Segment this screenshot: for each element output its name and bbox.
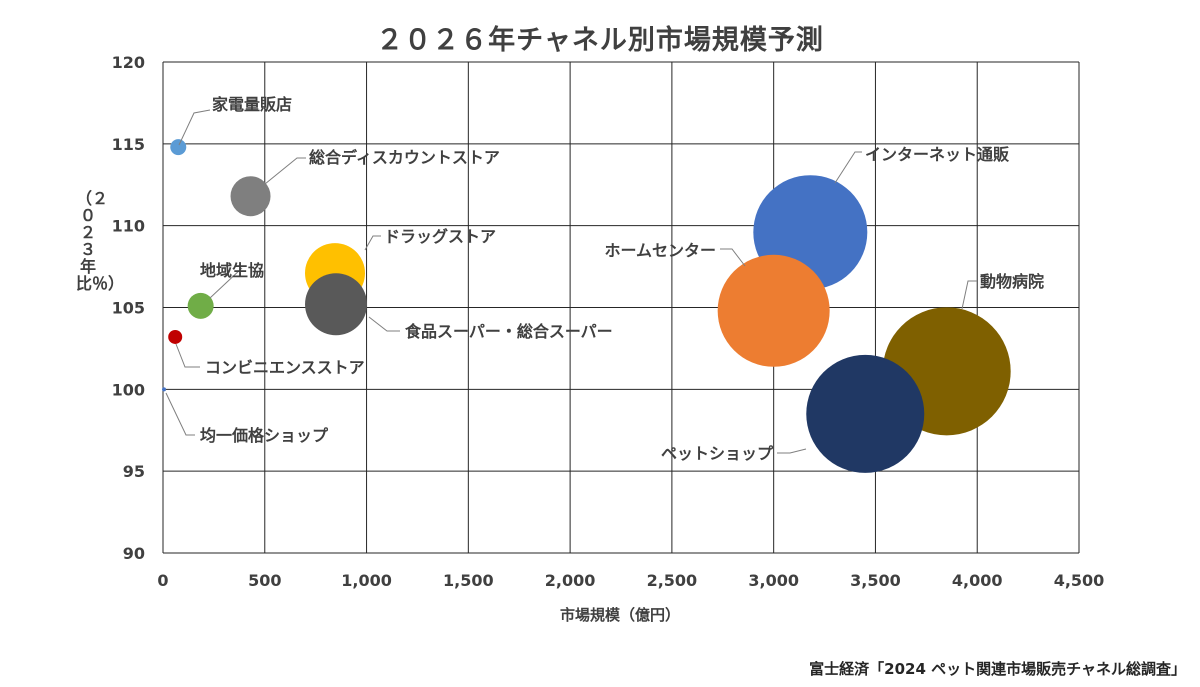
data-label: 均一価格ショップ <box>200 426 329 445</box>
leader-line <box>364 235 381 251</box>
grid-lines <box>162 61 1080 554</box>
y-tick-label: 110 <box>112 217 145 236</box>
bubble <box>717 254 830 367</box>
chart-title: ２０２６年チャネル別市場規模予測 <box>376 25 824 56</box>
x-axis-title: 市場規模（億円） <box>559 606 680 624</box>
data-label: コンビニエンスストア <box>205 358 365 377</box>
leader-line <box>368 316 400 332</box>
leader-line <box>834 151 862 184</box>
y-tick-label: 115 <box>112 135 145 154</box>
y-tick-label: 100 <box>112 380 145 399</box>
data-label: ドラッグストア <box>384 227 496 246</box>
bubbles <box>162 139 1011 473</box>
leader-line <box>175 343 200 368</box>
data-label: 食品スーパー・総合スーパー <box>404 322 613 341</box>
y-tick-label: 105 <box>112 299 145 318</box>
leader-lines <box>165 109 977 454</box>
leader-line <box>178 109 211 146</box>
bubble <box>305 273 368 336</box>
leader-line <box>165 392 195 436</box>
x-tick-label: 1,000 <box>341 571 392 590</box>
data-label: 地域生協 <box>200 261 264 280</box>
x-tick-label: 0 <box>157 571 168 590</box>
bubble <box>170 139 187 156</box>
bubble <box>162 387 167 392</box>
y-tick-label: 95 <box>123 462 145 481</box>
x-tick-label: 3,000 <box>748 571 799 590</box>
data-labels: 家電量販店総合ディスカウントストアドラッグストア地域生協食品スーパー・総合スーパ… <box>200 95 1044 463</box>
bubble <box>168 329 183 344</box>
data-label: ペットショップ <box>661 444 774 463</box>
data-label: ホームセンター <box>604 241 716 260</box>
source-note: 富士経済「2024 ペット関連市場販売チャネル総調査」 <box>809 660 1186 678</box>
x-tick-label: 3,500 <box>850 571 901 590</box>
bubble <box>806 354 925 473</box>
leader-line <box>264 157 306 185</box>
x-tick-label: 4,000 <box>952 571 1003 590</box>
y-axis-title: （２０２３年比％） <box>76 189 125 293</box>
bubble <box>230 176 271 217</box>
y-tick-label: 90 <box>123 544 145 563</box>
x-tick-label: 500 <box>248 571 281 590</box>
x-tick-label: 1,500 <box>443 571 494 590</box>
bubble <box>187 292 214 319</box>
data-label: 家電量販店 <box>212 95 292 114</box>
leader-line <box>777 448 807 454</box>
data-label: 総合ディスカウントストア <box>309 148 500 167</box>
leader-line <box>720 248 746 267</box>
leader-line <box>209 267 243 299</box>
x-tick-label: 2,500 <box>647 571 698 590</box>
leader-line <box>961 280 977 310</box>
y-tick-label: 120 <box>112 53 145 72</box>
x-tick-label: 4,500 <box>1054 571 1105 590</box>
x-tick-label: 2,000 <box>545 571 596 590</box>
data-label: インターネット通販 <box>865 145 1010 164</box>
axis-tick-labels: 0 500 1,000 1,500 2,000 2,500 3,000 3,500 4,000 4… <box>112 53 1105 590</box>
data-label: 動物病院 <box>980 272 1044 291</box>
